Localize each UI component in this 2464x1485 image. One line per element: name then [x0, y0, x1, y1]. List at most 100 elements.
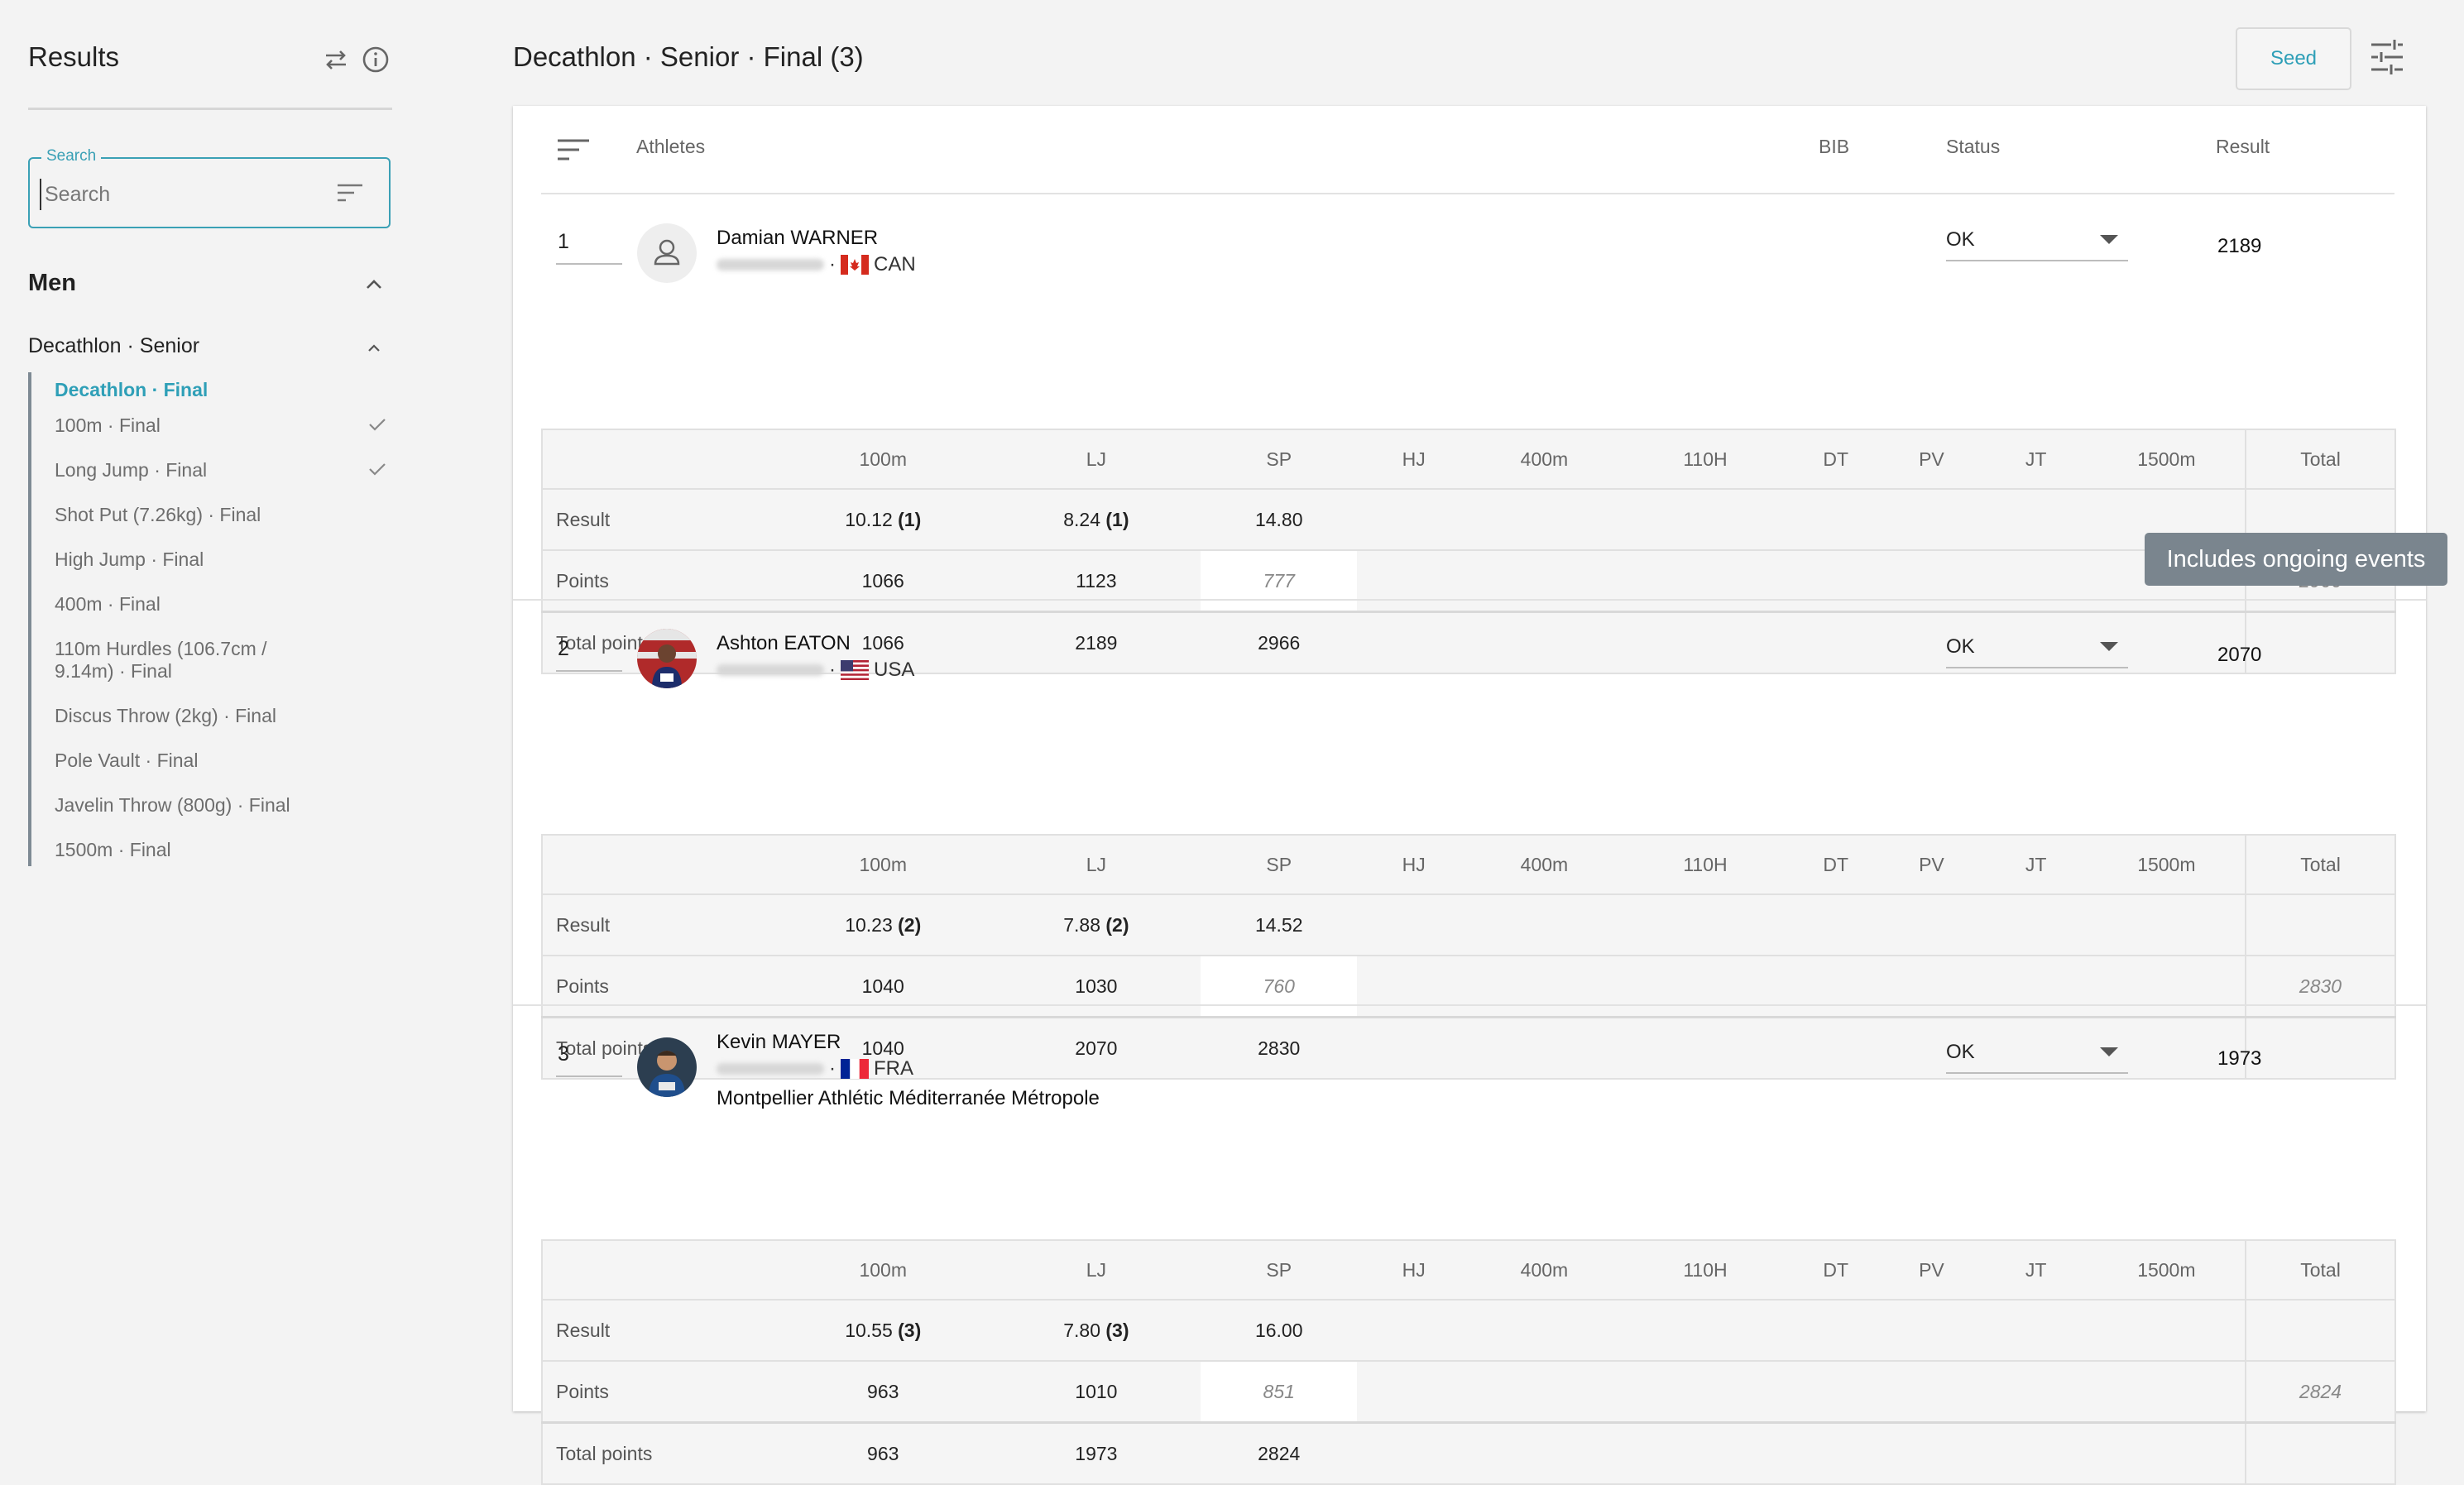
athlete-photo-icon: [637, 629, 697, 688]
group-decathlon-senior[interactable]: Decathlon · Senior: [28, 334, 392, 367]
athlete-name[interactable]: Damian WARNER: [717, 227, 879, 249]
athlete-meta: · USA: [717, 659, 914, 682]
chevron-up-icon[interactable]: [364, 341, 384, 356]
row-label: Result: [542, 1299, 774, 1361]
points-cell: 1010: [991, 1360, 1201, 1423]
event-head: LJ: [991, 1239, 1201, 1300]
result-cell: 10.12 (1): [774, 488, 992, 550]
page-title: Decathlon · Senior · Final (3): [513, 41, 864, 72]
result-value: 14.80: [1254, 508, 1303, 530]
nav-item-1500m[interactable]: 1500m · Final: [31, 839, 395, 866]
redacted-dob: [717, 259, 824, 271]
athlete-name[interactable]: Kevin MAYER: [717, 1031, 841, 1053]
header-divider: [541, 193, 2394, 194]
nav-item-label: 110m Hurdles (106.7cm / 9.14m) · Final: [55, 638, 267, 682]
search-field[interactable]: Search: [28, 147, 391, 228]
rank-field[interactable]: 2: [556, 634, 622, 672]
col-status[interactable]: Status: [1946, 136, 2001, 157]
col-result[interactable]: Result: [2216, 136, 2270, 157]
result-value: 10.55: [845, 1319, 893, 1341]
athlete-meta: · CAN: [717, 253, 916, 276]
athlete-result: 1973: [2217, 1047, 2262, 1070]
event-head: SP: [1201, 429, 1358, 489]
athlete-row: 1 Damian WARNER · CAN OK 2189 100m: [513, 194, 2426, 708]
result-value: 7.88: [1063, 913, 1100, 936]
status-select[interactable]: OK: [1946, 1037, 2128, 1074]
caret-down-icon: [2100, 235, 2118, 244]
athlete-result: 2189: [2217, 235, 2262, 257]
swap-icon[interactable]: [319, 43, 352, 76]
rank-field[interactable]: 3: [556, 1039, 622, 1077]
total-points-ongoing[interactable]: 2824: [2245, 1360, 2395, 1423]
event-head: JT: [1983, 429, 2088, 489]
nav-item-shot-put[interactable]: Shot Put (7.26kg) · Final: [31, 504, 395, 548]
total-points-cell: 1973: [991, 1421, 1201, 1484]
nav-item-label: Discus Throw (2kg) · Final: [55, 705, 276, 726]
total-points-ongoing[interactable]: 2830: [2245, 955, 2395, 1018]
flag-can-icon: [841, 255, 869, 275]
col-bib[interactable]: BIB: [1819, 136, 1850, 157]
total-points-cell: 2070: [991, 1016, 1201, 1079]
meta-sep: ·: [829, 1057, 836, 1080]
group-label: Decathlon · Senior: [28, 334, 200, 357]
points-row: Points 963 1010 851 2824: [542, 1360, 2395, 1423]
event-list: Decathlon · Final 100m · Final Long Jump…: [28, 372, 395, 866]
status-select[interactable]: OK: [1946, 225, 2128, 261]
total-head: Total: [2245, 1239, 2395, 1300]
info-icon[interactable]: [359, 43, 392, 76]
result-cell: 10.23 (2): [774, 893, 992, 956]
total-points-cell: 2824: [1201, 1421, 1358, 1484]
caret-down-icon: [2100, 642, 2118, 651]
nav-item-javelin[interactable]: Javelin Throw (800g) · Final: [31, 794, 395, 839]
athlete-divider: [513, 599, 2426, 601]
nav-item-high-jump[interactable]: High Jump · Final: [31, 548, 395, 593]
nav-item-discus[interactable]: Discus Throw (2kg) · Final: [31, 705, 395, 750]
search-legend: Search: [41, 147, 102, 165]
row-label: Points: [542, 549, 774, 612]
decathlon-table: 100m LJ SP HJ 400m 110H DT PV JT 1500m T…: [541, 834, 2396, 1080]
athlete-row: 3 Kevin MAYER · FRA Montpellier Athlétic…: [513, 1006, 2426, 1485]
seed-button[interactable]: Seed: [2236, 27, 2351, 90]
event-head: 400m: [1470, 1239, 1618, 1300]
points-cell: 1030: [991, 955, 1201, 1018]
person-icon: [654, 239, 680, 266]
event-head: 110H: [1618, 1239, 1793, 1300]
event-head: PV: [1879, 429, 1984, 489]
events-header-row: 100m LJ SP HJ 400m 110H DT PV JT 1500m T…: [542, 834, 2395, 894]
points-cell-ongoing: 760: [1201, 955, 1358, 1018]
nav-item-110m-hurdles[interactable]: 110m Hurdles (106.7cm / 9.14m) · Final: [31, 638, 303, 705]
sort-icon[interactable]: [556, 137, 591, 162]
nav-item-long-jump[interactable]: Long Jump · Final: [31, 459, 395, 504]
total-cell: [2245, 1299, 2395, 1361]
rank-value: 3: [558, 1042, 569, 1066]
nav-item-decathlon-final[interactable]: Decathlon · Final: [31, 372, 395, 414]
empty-head: [542, 1239, 774, 1300]
col-athletes[interactable]: Athletes: [636, 136, 706, 157]
flag-usa-icon: [841, 660, 869, 680]
event-head: LJ: [991, 834, 1201, 894]
athlete-club: Montpellier Athlétic Méditerranée Métrop…: [717, 1087, 1100, 1109]
check-icon: [369, 419, 386, 431]
event-head: 400m: [1470, 834, 1618, 894]
rank-field[interactable]: 1: [556, 227, 622, 265]
meta-sep: ·: [829, 659, 836, 681]
event-head: HJ: [1357, 1239, 1471, 1300]
nav-item-100m[interactable]: 100m · Final: [31, 414, 395, 459]
status-select[interactable]: OK: [1946, 632, 2128, 668]
nav-item-400m[interactable]: 400m · Final: [31, 593, 395, 638]
flag-fra-icon: [841, 1059, 869, 1079]
result-cell: 10.55 (3): [774, 1299, 992, 1361]
result-value: 10.23: [845, 913, 893, 936]
search-input[interactable]: [40, 179, 328, 210]
filter-icon[interactable]: [336, 180, 364, 205]
rank-value: 2: [558, 637, 569, 660]
nav-item-label: Long Jump · Final: [55, 459, 208, 481]
result-value: 7.80: [1063, 1319, 1100, 1341]
section-men[interactable]: Men: [28, 270, 392, 303]
chevron-up-icon[interactable]: [364, 276, 384, 291]
event-head: HJ: [1357, 429, 1471, 489]
nav-item-pole-vault[interactable]: Pole Vault · Final: [31, 750, 395, 794]
settings-sliders-icon[interactable]: [2368, 38, 2406, 76]
points-row: Points 1066 1123 777 2966: [542, 549, 2395, 612]
athlete-name[interactable]: Ashton EATON: [717, 632, 851, 654]
